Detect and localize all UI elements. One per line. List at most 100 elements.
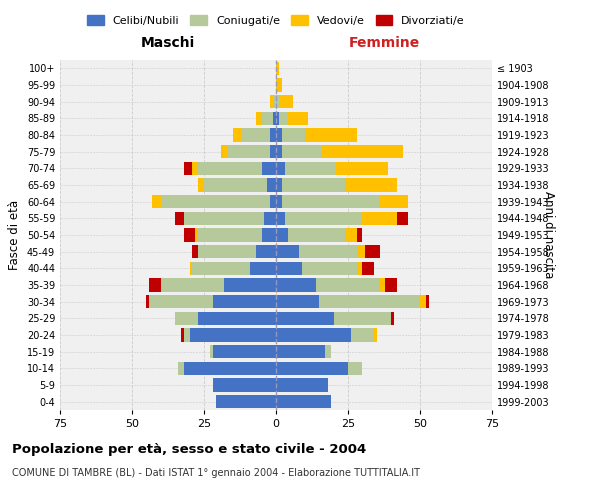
Bar bbox=[212, 345, 276, 358]
Bar bbox=[224, 278, 276, 291]
Text: Popolazione per età, sesso e stato civile - 2004: Popolazione per età, sesso e stato civil… bbox=[12, 442, 366, 456]
Bar bbox=[276, 245, 299, 258]
Bar bbox=[322, 145, 403, 158]
Bar bbox=[256, 112, 262, 125]
Bar bbox=[184, 328, 190, 342]
Bar bbox=[302, 262, 356, 275]
Bar bbox=[262, 228, 276, 241]
Bar bbox=[198, 312, 276, 325]
Bar bbox=[391, 312, 394, 325]
Bar bbox=[233, 128, 241, 141]
Bar bbox=[270, 128, 276, 141]
Bar bbox=[397, 212, 409, 225]
Bar bbox=[146, 295, 149, 308]
Bar bbox=[221, 145, 227, 158]
Bar bbox=[212, 295, 276, 308]
Bar bbox=[161, 278, 224, 291]
Bar bbox=[276, 162, 284, 175]
Bar bbox=[287, 112, 308, 125]
Bar bbox=[193, 245, 198, 258]
Bar bbox=[276, 328, 351, 342]
Bar bbox=[282, 178, 345, 192]
Bar bbox=[380, 278, 385, 291]
Bar bbox=[276, 128, 282, 141]
Bar bbox=[273, 95, 276, 108]
Bar bbox=[161, 195, 270, 208]
Bar bbox=[282, 128, 305, 141]
Bar bbox=[276, 262, 302, 275]
Bar bbox=[270, 195, 276, 208]
Bar bbox=[193, 162, 198, 175]
Bar bbox=[356, 228, 362, 241]
Bar bbox=[356, 245, 365, 258]
Bar bbox=[276, 395, 331, 408]
Bar bbox=[305, 128, 356, 141]
Bar bbox=[299, 245, 356, 258]
Y-axis label: Fasce di età: Fasce di età bbox=[8, 200, 21, 270]
Bar bbox=[284, 212, 362, 225]
Legend: Celibi/Nubili, Coniugati/e, Vedovi/e, Divorziati/e: Celibi/Nubili, Coniugati/e, Vedovi/e, Di… bbox=[83, 10, 469, 30]
Bar bbox=[276, 178, 282, 192]
Bar bbox=[362, 262, 374, 275]
Bar bbox=[276, 378, 328, 392]
Bar bbox=[279, 112, 287, 125]
Bar bbox=[351, 328, 374, 342]
Bar bbox=[262, 112, 273, 125]
Bar bbox=[184, 362, 276, 375]
Bar bbox=[204, 178, 268, 192]
Bar bbox=[337, 162, 388, 175]
Bar bbox=[198, 178, 204, 192]
Bar bbox=[190, 262, 193, 275]
Text: Femmine: Femmine bbox=[349, 36, 419, 50]
Bar bbox=[270, 95, 273, 108]
Bar bbox=[345, 228, 356, 241]
Bar bbox=[152, 195, 161, 208]
Text: COMUNE DI TAMBRE (BL) - Dati ISTAT 1° gennaio 2004 - Elaborazione TUTTITALIA.IT: COMUNE DI TAMBRE (BL) - Dati ISTAT 1° ge… bbox=[12, 468, 420, 477]
Bar bbox=[319, 295, 420, 308]
Bar bbox=[276, 228, 287, 241]
Bar bbox=[426, 295, 428, 308]
Bar bbox=[380, 195, 409, 208]
Bar bbox=[345, 178, 397, 192]
Bar bbox=[279, 95, 293, 108]
Bar bbox=[276, 278, 316, 291]
Bar bbox=[276, 212, 284, 225]
Bar bbox=[276, 362, 348, 375]
Bar bbox=[175, 212, 184, 225]
Bar bbox=[276, 195, 282, 208]
Bar bbox=[215, 395, 276, 408]
Bar bbox=[193, 262, 250, 275]
Bar bbox=[250, 262, 276, 275]
Bar bbox=[178, 362, 184, 375]
Bar bbox=[362, 212, 397, 225]
Bar bbox=[198, 162, 262, 175]
Bar bbox=[273, 112, 276, 125]
Bar bbox=[184, 212, 265, 225]
Bar bbox=[227, 145, 270, 158]
Bar bbox=[374, 328, 377, 342]
Bar bbox=[365, 245, 380, 258]
Bar bbox=[212, 378, 276, 392]
Bar bbox=[276, 145, 282, 158]
Bar bbox=[334, 312, 391, 325]
Bar bbox=[282, 195, 380, 208]
Bar bbox=[276, 78, 282, 92]
Bar bbox=[287, 228, 345, 241]
Bar bbox=[276, 112, 279, 125]
Y-axis label: Anni di nascita: Anni di nascita bbox=[542, 192, 555, 278]
Bar bbox=[241, 128, 270, 141]
Bar bbox=[420, 295, 426, 308]
Bar bbox=[284, 162, 337, 175]
Bar bbox=[325, 345, 331, 358]
Bar bbox=[190, 328, 276, 342]
Bar bbox=[276, 95, 279, 108]
Bar bbox=[184, 162, 193, 175]
Bar bbox=[316, 278, 380, 291]
Bar bbox=[348, 362, 362, 375]
Bar bbox=[385, 278, 397, 291]
Bar bbox=[181, 328, 184, 342]
Bar bbox=[149, 295, 212, 308]
Bar bbox=[149, 278, 161, 291]
Bar bbox=[268, 178, 276, 192]
Bar bbox=[270, 145, 276, 158]
